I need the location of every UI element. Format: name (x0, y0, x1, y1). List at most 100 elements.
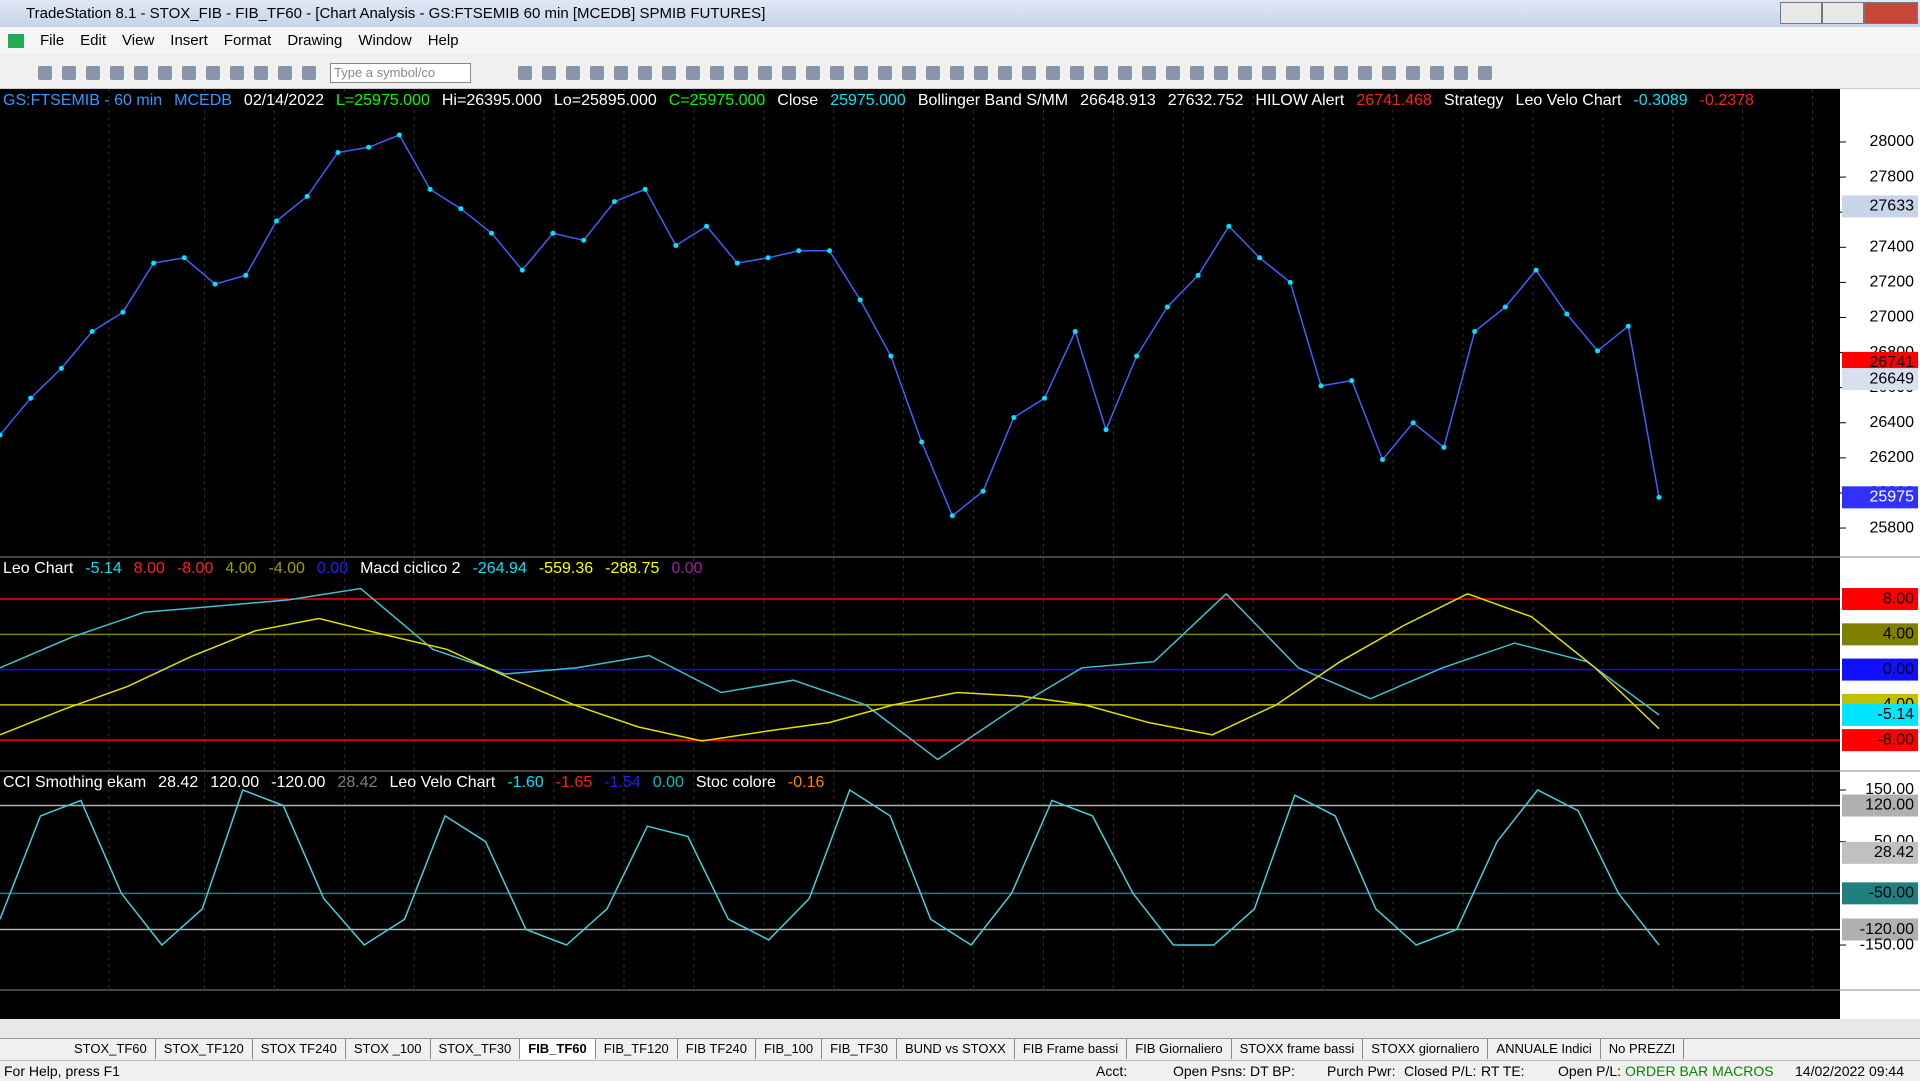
tab[interactable]: STOX_TF30 (431, 1039, 521, 1059)
tool-icon[interactable] (1190, 66, 1204, 80)
x-tick-label: 1/14 (748, 996, 779, 1013)
price-marker-label: 27633 (1870, 198, 1915, 215)
tool-icon[interactable] (974, 66, 988, 80)
tool-icon[interactable] (1430, 66, 1444, 80)
tool-icon[interactable] (1118, 66, 1132, 80)
tool-icon[interactable] (542, 66, 556, 80)
tool-icon[interactable] (302, 66, 316, 80)
tool-icon[interactable] (1406, 66, 1420, 80)
price-dot (1134, 353, 1140, 359)
tool-icon[interactable] (1334, 66, 1348, 80)
tool-icon[interactable] (782, 66, 796, 80)
tab[interactable]: ANNUALE Indici (1488, 1039, 1601, 1059)
tool-icon[interactable] (230, 66, 244, 80)
price-dot (704, 223, 710, 229)
level-label-bg (1842, 794, 1918, 817)
tool-icon[interactable] (902, 66, 916, 80)
menu-item[interactable]: Format (223, 32, 272, 49)
tool-icon[interactable] (1478, 66, 1492, 80)
tool-icon[interactable] (38, 66, 52, 80)
tool-icon[interactable] (566, 66, 580, 80)
tool-icon[interactable] (1214, 66, 1228, 80)
tab[interactable]: FIB Frame bassi (1015, 1039, 1128, 1059)
tab[interactable]: BUND vs STOXX (897, 1039, 1015, 1059)
tool-icon[interactable] (1046, 66, 1060, 80)
tool-icon[interactable] (62, 66, 76, 80)
price-dot (0, 432, 3, 438)
tool-icon[interactable] (686, 66, 700, 80)
tool-icon[interactable] (1238, 66, 1252, 80)
tool-icon[interactable] (734, 66, 748, 80)
tool-icon[interactable] (806, 66, 820, 80)
tool-icon[interactable] (1070, 66, 1084, 80)
tool-icon[interactable] (182, 66, 196, 80)
tab[interactable]: FIB_TF60 (520, 1039, 596, 1059)
maximize[interactable] (1822, 2, 1864, 24)
price-dot (1595, 348, 1601, 354)
tool-icon[interactable] (926, 66, 940, 80)
menu-item[interactable]: Insert (170, 32, 208, 49)
tool-icon[interactable] (830, 66, 844, 80)
tool-icon[interactable] (998, 66, 1012, 80)
tool-icon[interactable] (878, 66, 892, 80)
tab[interactable]: FIB_TF120 (596, 1039, 678, 1059)
tool-icon[interactable] (1166, 66, 1180, 80)
tool-icon[interactable] (1094, 66, 1108, 80)
close[interactable] (1864, 2, 1918, 24)
tab[interactable]: STOX_TF120 (156, 1039, 253, 1059)
menu-item[interactable]: View (122, 32, 155, 49)
tool-icon[interactable] (590, 66, 604, 80)
tab[interactable]: FIB TF240 (678, 1039, 756, 1059)
tool-icon[interactable] (158, 66, 172, 80)
tool-icon[interactable] (254, 66, 268, 80)
tab[interactable]: FIB_100 (756, 1039, 823, 1059)
tab[interactable]: FIB Giornaliero (1127, 1039, 1232, 1059)
menu-item[interactable]: File (40, 32, 65, 49)
menu-item[interactable]: Drawing (287, 32, 343, 49)
legend-item: C=25975.000 (669, 92, 766, 109)
price-dot (1380, 457, 1385, 463)
tab[interactable]: STOXX frame bassi (1232, 1039, 1364, 1059)
menu-item[interactable]: Edit (80, 32, 107, 49)
tool-icon[interactable] (134, 66, 148, 80)
tool-icon[interactable] (110, 66, 124, 80)
minimize[interactable] (1780, 2, 1822, 24)
tool-icon[interactable] (854, 66, 868, 80)
price-dot (581, 237, 587, 243)
status-field: RT TE: (1481, 1063, 1525, 1079)
tab[interactable]: No PREZZI (1601, 1039, 1685, 1059)
menu-item[interactable]: Window (358, 32, 412, 49)
price-marker (1842, 195, 1918, 218)
symbol-box[interactable]: Type a symbol/co (330, 63, 471, 83)
tab[interactable]: STOX TF240 (253, 1039, 346, 1059)
tool-icon[interactable] (206, 66, 220, 80)
tab[interactable]: STOXX giornaliero (1363, 1039, 1489, 1059)
x-tick-label: 2/11 (1658, 996, 1688, 1013)
tool-icon[interactable] (638, 66, 652, 80)
menu-item[interactable]: Help (427, 32, 459, 49)
tool-icon[interactable] (1022, 66, 1036, 80)
tab[interactable]: STOX_TF60 (66, 1039, 156, 1059)
y-tick-label: 0.00 (1883, 661, 1914, 678)
tool-icon[interactable] (1142, 66, 1156, 80)
tab[interactable]: FIB_TF30 (822, 1039, 897, 1059)
tool-icon[interactable] (950, 66, 964, 80)
tool-icon[interactable] (518, 66, 532, 80)
tool-icon[interactable] (710, 66, 724, 80)
tool-icon[interactable] (758, 66, 772, 80)
tab[interactable]: STOX _100 (346, 1039, 431, 1059)
tool-icon[interactable] (1310, 66, 1324, 80)
tool-icon[interactable] (662, 66, 676, 80)
legend-item: -1.65 (556, 774, 593, 791)
scrollbar[interactable] (0, 1019, 1920, 1038)
tool-icon[interactable] (86, 66, 100, 80)
legend-item: -1.54 (604, 774, 641, 791)
tool-icon[interactable] (1358, 66, 1372, 80)
tool-icon[interactable] (1382, 66, 1396, 80)
tool-icon[interactable] (1262, 66, 1276, 80)
tool-icon[interactable] (1454, 66, 1468, 80)
price-dot (1410, 420, 1416, 426)
tool-icon[interactable] (1286, 66, 1300, 80)
tool-icon[interactable] (278, 66, 292, 80)
tool-icon[interactable] (614, 66, 628, 80)
